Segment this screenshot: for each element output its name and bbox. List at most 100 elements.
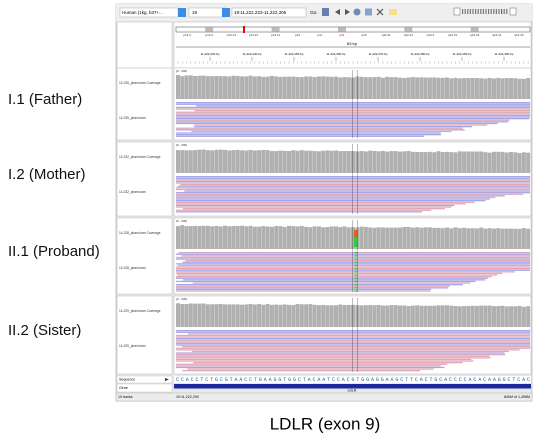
read xyxy=(196,105,530,106)
read xyxy=(176,357,491,358)
coverage-bar xyxy=(283,227,287,249)
coverage-bar xyxy=(436,305,440,327)
coverage-bar xyxy=(355,305,359,327)
variant-base xyxy=(355,255,358,256)
read xyxy=(176,120,509,121)
coverage-bar xyxy=(343,77,347,99)
zoom-tick[interactable] xyxy=(491,9,492,14)
coverage-bar xyxy=(483,152,487,173)
cytoband-label: p12 xyxy=(295,33,300,37)
zoom-tick[interactable] xyxy=(465,9,466,14)
read xyxy=(176,194,523,195)
go-button[interactable]: Go xyxy=(310,10,317,16)
zoom-tick[interactable] xyxy=(462,9,463,14)
coverage-bar xyxy=(385,152,389,173)
coverage-bar xyxy=(513,229,517,249)
zoom-tick[interactable] xyxy=(480,9,481,14)
coverage-bar xyxy=(381,306,385,327)
coverage-bar xyxy=(488,306,492,327)
zoom-tick[interactable] xyxy=(475,9,476,14)
zoom-out[interactable] xyxy=(454,8,460,15)
coverage-bar xyxy=(325,77,329,99)
cytoband xyxy=(493,28,501,32)
zoom-tick[interactable] xyxy=(467,9,468,14)
coverage-bar xyxy=(466,228,470,249)
zoom-in[interactable] xyxy=(510,8,516,15)
zoom-tick[interactable] xyxy=(506,9,507,14)
coverage-bar xyxy=(206,76,210,99)
coverage-bar xyxy=(313,77,317,99)
zoom-tick[interactable] xyxy=(496,9,497,14)
refresh-icon[interactable] xyxy=(354,9,361,16)
zoom-tick[interactable] xyxy=(488,9,489,14)
coverage-bar xyxy=(424,306,428,327)
chromosome-select[interactable]: 19 xyxy=(192,10,198,15)
coverage-bar xyxy=(394,77,398,99)
read xyxy=(176,354,505,355)
coverage-bar xyxy=(441,228,445,249)
coverage-bar xyxy=(445,77,449,99)
coverage-bar xyxy=(261,226,265,249)
cytoband xyxy=(382,28,390,32)
position-label: 11,222,260 bp xyxy=(327,52,346,56)
coverage-bar xyxy=(488,153,492,173)
coverage-bar xyxy=(253,304,257,327)
coverage-bar xyxy=(197,150,201,173)
coverage-bar xyxy=(522,79,526,99)
zoom-tick[interactable] xyxy=(493,9,494,14)
coverage-bar xyxy=(176,75,180,99)
coverage-bar xyxy=(210,150,214,173)
coverage-bar xyxy=(372,77,376,99)
coverage-bar xyxy=(432,306,436,327)
read xyxy=(176,281,476,282)
home-icon[interactable] xyxy=(322,8,329,16)
zoom-tick[interactable] xyxy=(483,9,484,14)
coverage-bar xyxy=(330,305,334,327)
alignment-track-name: 14-235_pbam.bam xyxy=(119,116,146,120)
dropdown-button[interactable] xyxy=(222,8,230,17)
position-label: 11,222,270 bp xyxy=(369,52,388,56)
coverage-bar xyxy=(449,306,453,327)
coverage-bar xyxy=(458,151,462,173)
read xyxy=(176,181,530,182)
coverage-track-name: 14-229_pbam.bam Coverage xyxy=(119,309,161,313)
roi-icon[interactable] xyxy=(365,9,372,16)
read xyxy=(176,200,485,201)
read xyxy=(194,126,472,127)
coverage-bar xyxy=(330,151,334,173)
read xyxy=(176,344,530,345)
popup-icon[interactable] xyxy=(389,9,397,15)
zoom-tick[interactable] xyxy=(501,9,502,14)
coverage-bar xyxy=(398,306,402,327)
coverage-bar xyxy=(321,227,325,249)
zoom-tick[interactable] xyxy=(504,9,505,14)
coverage-bar xyxy=(471,228,475,249)
coverage-bar xyxy=(244,226,248,249)
read xyxy=(176,198,490,199)
variant-base xyxy=(355,258,358,259)
sample-label: I.1 (Father) xyxy=(8,91,82,108)
dropdown-button[interactable] xyxy=(178,8,186,17)
track-name-cell xyxy=(117,218,172,294)
zoom-tick[interactable] xyxy=(478,9,479,14)
read xyxy=(176,356,489,357)
zoom-tick[interactable] xyxy=(498,9,499,14)
coverage-bar xyxy=(407,306,411,327)
cytoband xyxy=(515,28,523,32)
coverage-bar xyxy=(197,76,201,99)
coverage-bar xyxy=(424,152,428,173)
coverage-bar xyxy=(385,228,389,249)
zoom-tick[interactable] xyxy=(472,9,473,14)
coverage-bar xyxy=(501,78,505,99)
locus-input[interactable]: 19:11,222,223-11,222,306 xyxy=(234,10,287,15)
coverage-bar xyxy=(249,226,253,249)
zoom-tick[interactable] xyxy=(485,9,486,14)
zoom-tick[interactable] xyxy=(470,9,471,14)
read xyxy=(176,336,530,337)
coverage-bar xyxy=(261,305,265,327)
genome-select[interactable]: Human (1kg, b37+... xyxy=(122,10,163,15)
coverage-bar xyxy=(351,151,355,173)
coverage-bar xyxy=(347,305,351,327)
coverage-bar xyxy=(343,305,347,327)
coverage-bar xyxy=(313,305,317,327)
